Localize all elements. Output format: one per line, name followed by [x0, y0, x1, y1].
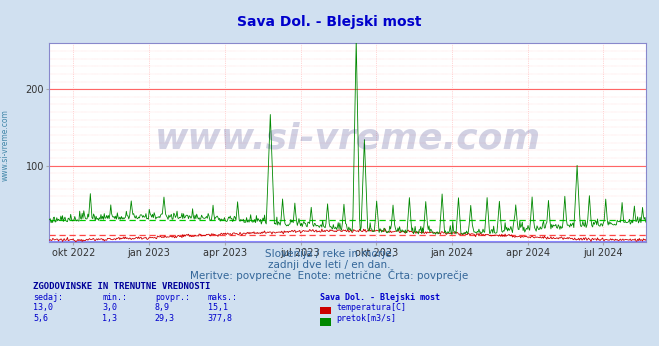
Text: maks.:: maks.: — [208, 293, 238, 302]
Text: 377,8: 377,8 — [208, 314, 233, 323]
Text: sedaj:: sedaj: — [33, 293, 63, 302]
Text: 29,3: 29,3 — [155, 314, 175, 323]
Text: 1,3: 1,3 — [102, 314, 117, 323]
Text: Sava Dol. - Blejski most: Sava Dol. - Blejski most — [320, 293, 440, 302]
Text: www.si-vreme.com: www.si-vreme.com — [1, 109, 10, 181]
Text: pretok[m3/s]: pretok[m3/s] — [336, 314, 396, 323]
Text: 15,1: 15,1 — [208, 303, 227, 312]
Text: Slovenija / reke in morje.: Slovenija / reke in morje. — [264, 249, 395, 259]
Text: povpr.:: povpr.: — [155, 293, 190, 302]
Text: 8,9: 8,9 — [155, 303, 170, 312]
Text: zadnji dve leti / en dan.: zadnji dve leti / en dan. — [268, 260, 391, 270]
Text: 13,0: 13,0 — [33, 303, 53, 312]
Text: ZGODOVINSKE IN TRENUTNE VREDNOSTI: ZGODOVINSKE IN TRENUTNE VREDNOSTI — [33, 282, 210, 291]
Text: Sava Dol. - Blejski most: Sava Dol. - Blejski most — [237, 16, 422, 29]
Text: temperatura[C]: temperatura[C] — [336, 303, 406, 312]
Text: 3,0: 3,0 — [102, 303, 117, 312]
Text: min.:: min.: — [102, 293, 127, 302]
Text: Meritve: povprečne  Enote: metrične  Črta: povprečje: Meritve: povprečne Enote: metrične Črta:… — [190, 269, 469, 281]
Text: www.si-vreme.com: www.si-vreme.com — [155, 122, 540, 156]
Text: 5,6: 5,6 — [33, 314, 48, 323]
